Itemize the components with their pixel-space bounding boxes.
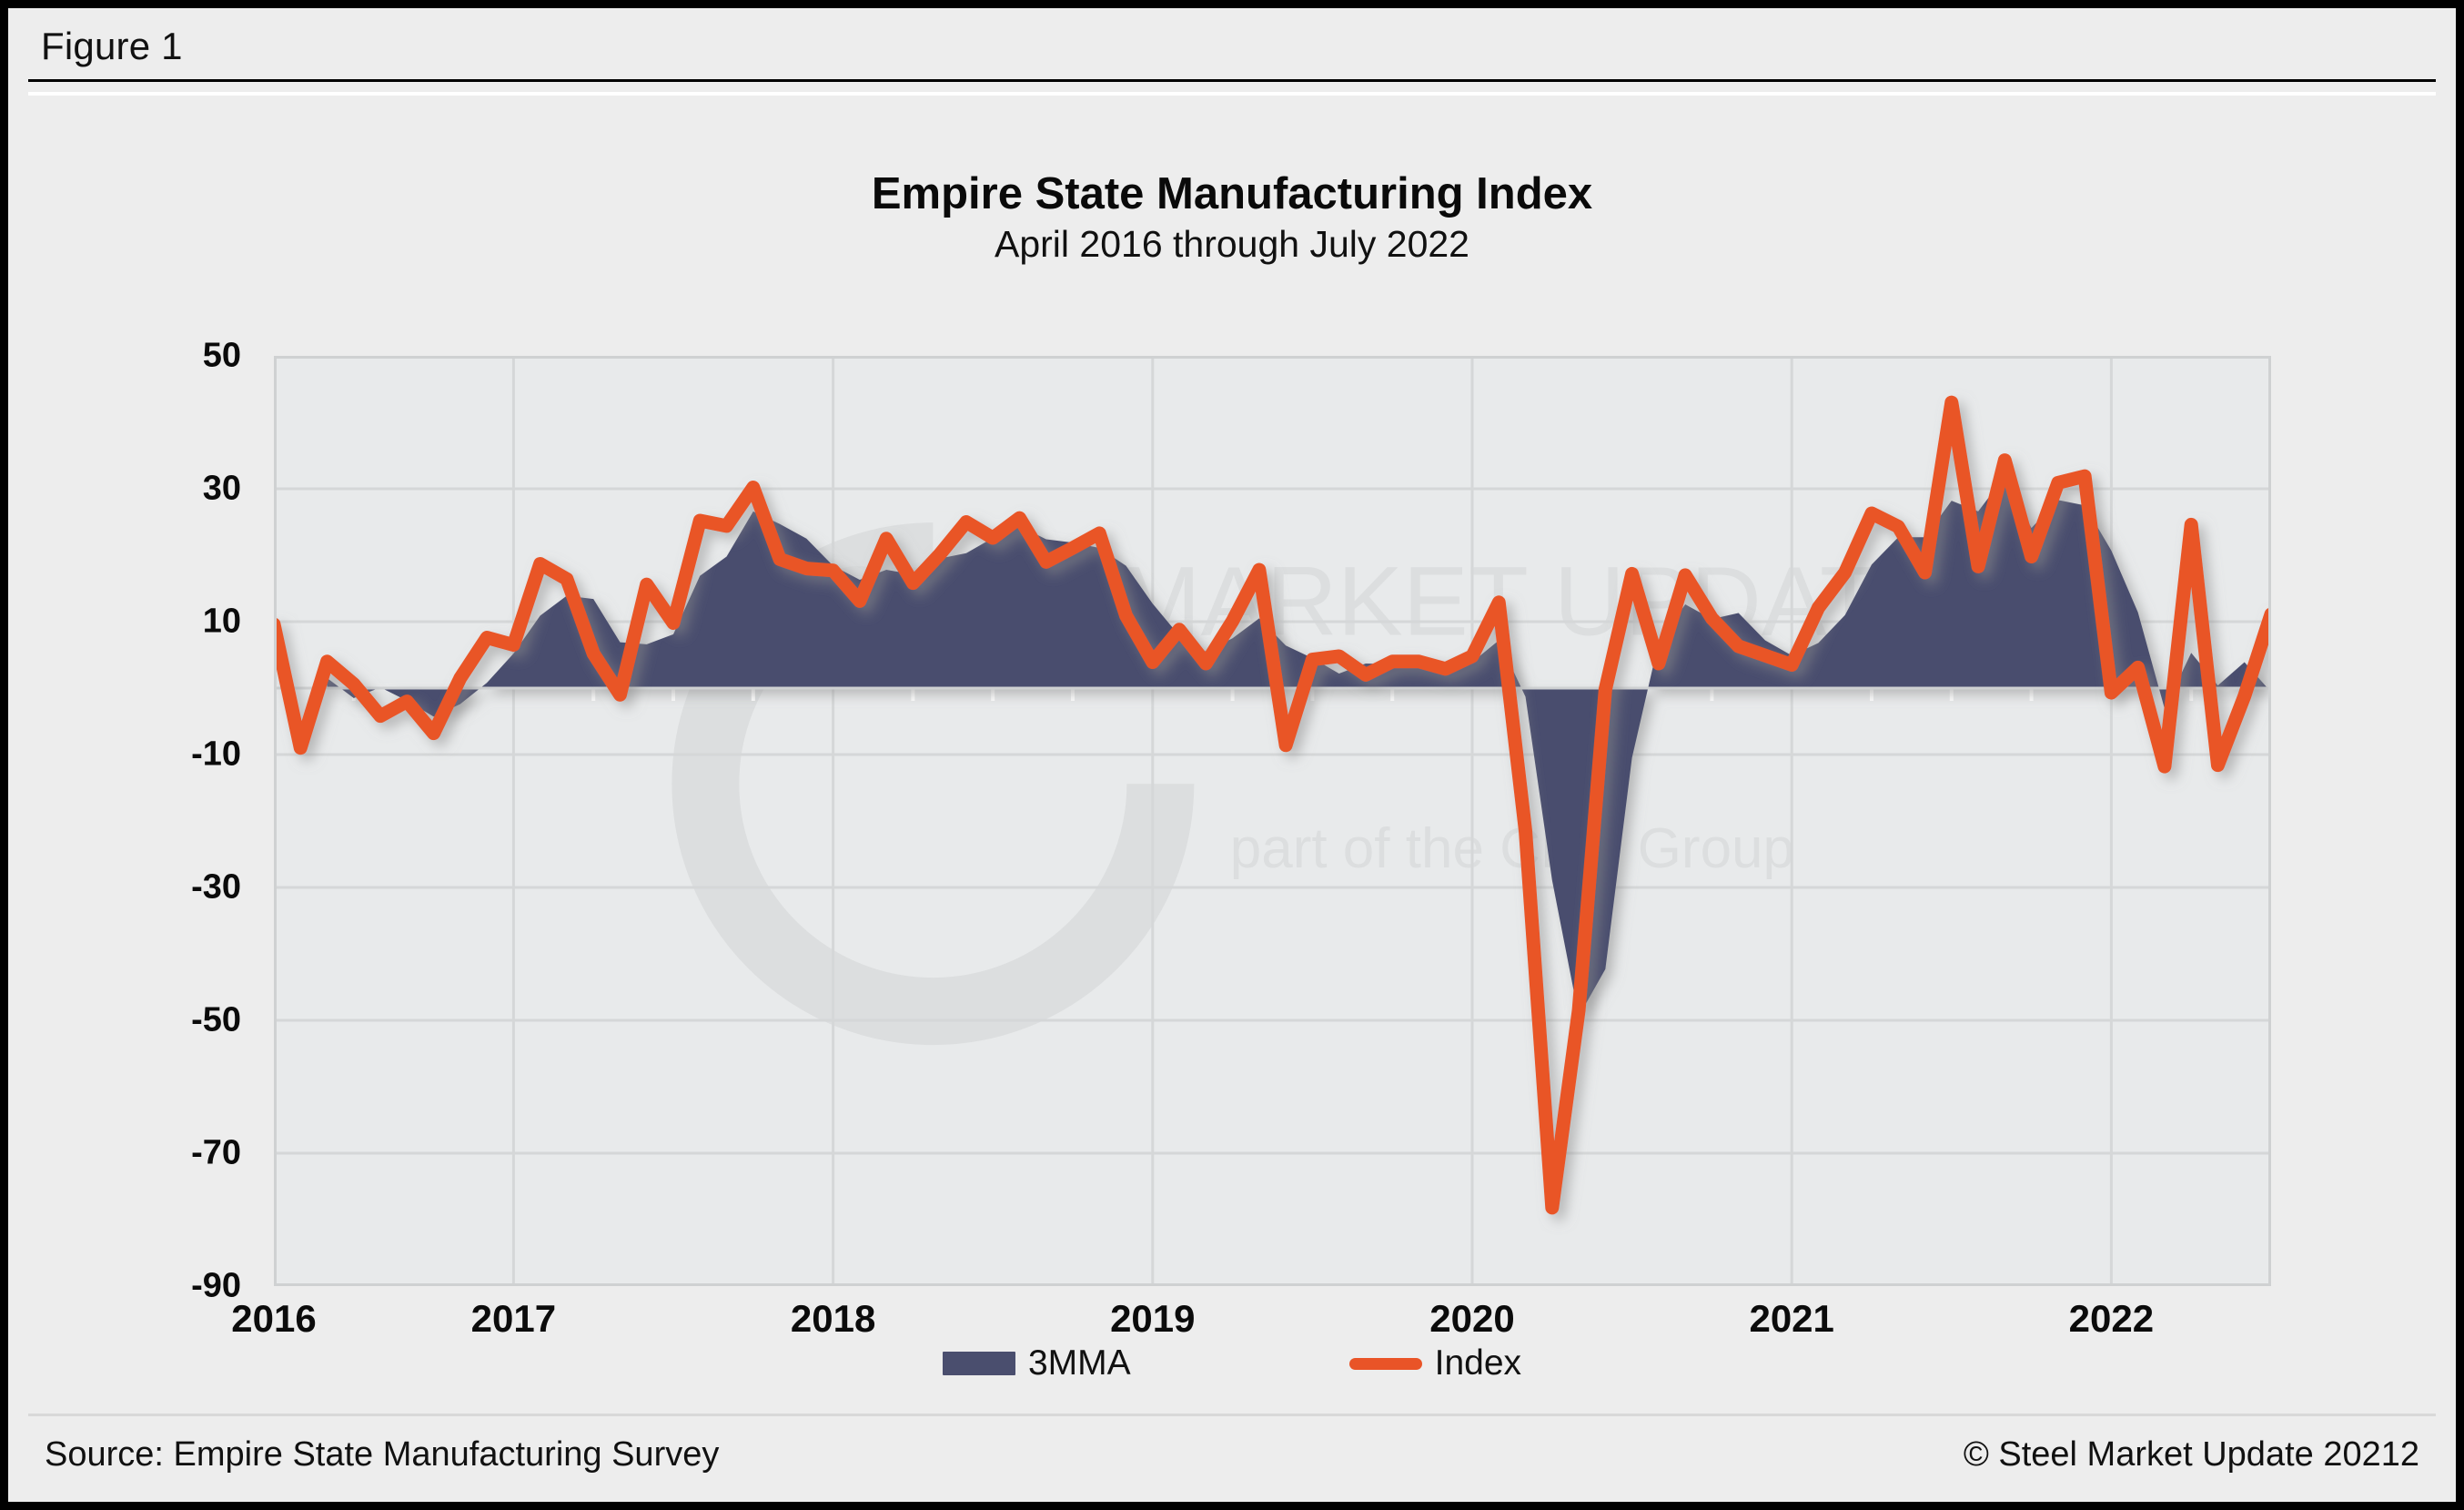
y-axis-tick: -30 <box>191 867 241 907</box>
x-axis-tick: 2018 <box>790 1297 876 1340</box>
y-axis-tick: 50 <box>202 336 241 375</box>
y-axis-tick: -70 <box>191 1133 241 1172</box>
chart-card: Empire State Manufacturing Index April 2… <box>28 92 2436 1402</box>
legend-item-3mma: 3MMA <box>942 1343 1131 1383</box>
legend-swatch-index-icon <box>1348 1357 1422 1370</box>
figure-divider <box>28 79 2436 82</box>
y-axis-labels: 50 30 10 -10 -30 -50 -70 -90 <box>28 337 261 1305</box>
y-axis-tick: -50 <box>191 1000 241 1039</box>
x-axis-tick: 2019 <box>1110 1297 1196 1340</box>
y-axis-tick: 10 <box>202 602 241 641</box>
legend-item-index: Index <box>1348 1343 1522 1383</box>
legend-label-index: Index <box>1434 1343 1522 1383</box>
source-note: Source: Empire State Manufacturing Surve… <box>45 1435 720 1474</box>
legend-swatch-3mma-icon <box>942 1352 1015 1375</box>
chart-subtitle: April 2016 through July 2022 <box>995 223 1469 265</box>
x-axis-tick: 2017 <box>470 1297 557 1340</box>
figure-label: Figure 1 <box>41 25 183 67</box>
legend-label-3mma: 3MMA <box>1027 1343 1131 1383</box>
y-axis-tick: -90 <box>191 1266 241 1305</box>
footer-divider <box>28 1414 2436 1416</box>
x-axis-tick: 2021 <box>1749 1297 1834 1340</box>
x-axis-labels: 2016 2017 2018 2019 2020 2021 2022 <box>231 1297 2271 1352</box>
chart-title: Empire State Manufacturing Index <box>871 169 1593 218</box>
svg-text:part of the CRU Group: part of the CRU Group <box>1230 817 1794 880</box>
y-axis-tick: -10 <box>191 735 241 774</box>
figure-panel: Figure 1 Empire State Manufacturing Inde… <box>7 7 2457 1503</box>
chart-legend: 3MMA Index <box>28 1343 2436 1383</box>
y-axis-tick: 30 <box>202 469 241 508</box>
x-axis-tick: 2022 <box>2068 1297 2155 1340</box>
x-axis-tick: 2016 <box>231 1297 317 1340</box>
copyright-note: © Steel Market Update 20212 <box>1963 1435 2419 1474</box>
x-axis-tick: 2020 <box>1429 1297 1515 1340</box>
